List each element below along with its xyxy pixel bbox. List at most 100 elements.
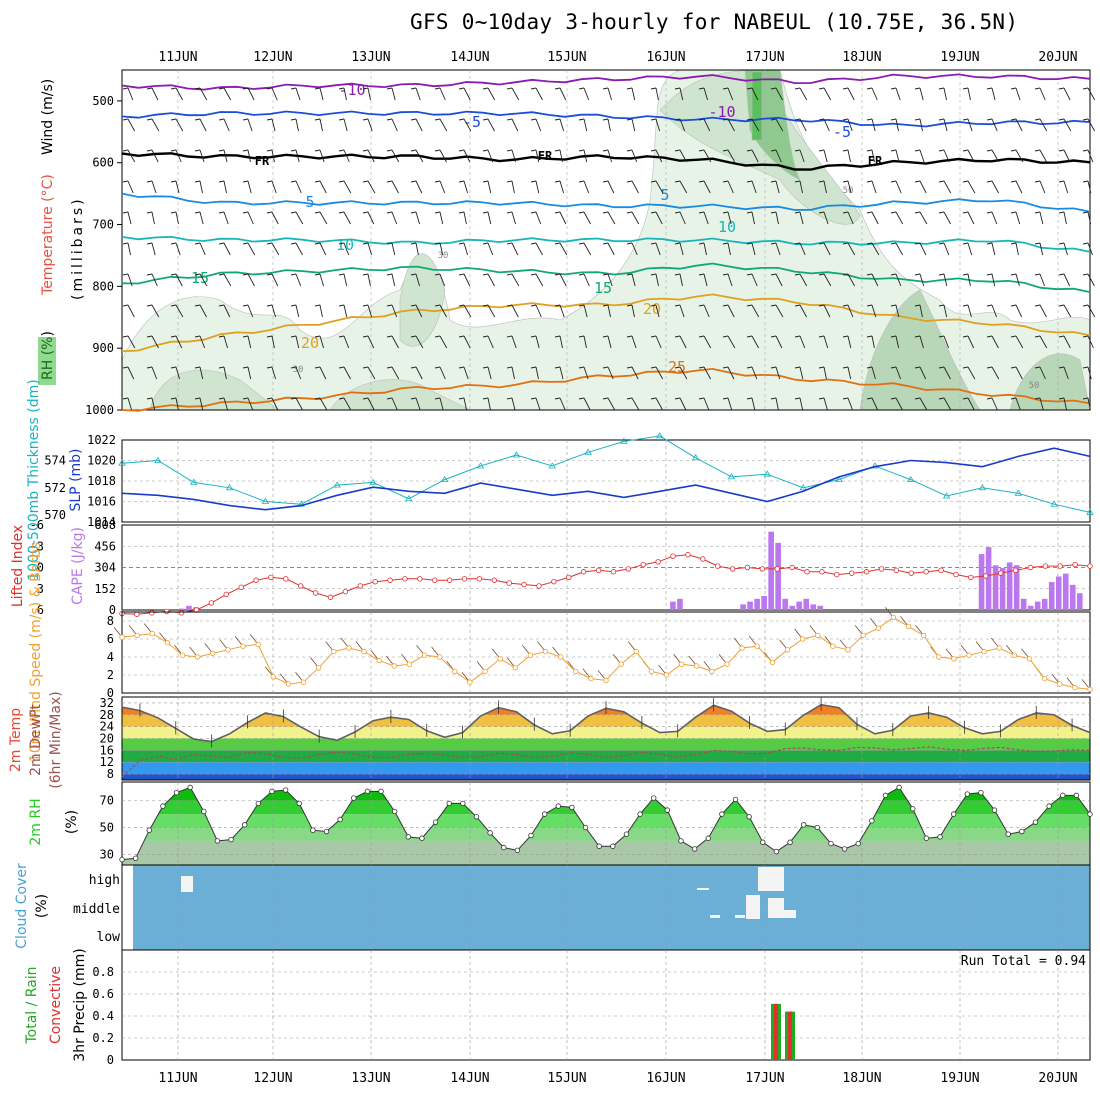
- wind-barb: [655, 118, 661, 132]
- cape-bar: [761, 596, 767, 610]
- wind-barb: [319, 397, 328, 411]
- wind-barb-flag: [986, 397, 993, 400]
- wind-barb-flag: [722, 180, 729, 183]
- wind-barb: [1063, 366, 1069, 380]
- thickness-marker: [727, 473, 736, 480]
- wind-barb: [823, 211, 829, 225]
- wind-barb: [343, 211, 351, 225]
- wind-barb: [919, 366, 927, 380]
- wind-barb: [631, 397, 640, 411]
- wind-barb-flag: [1082, 366, 1089, 369]
- wind-barb-flag: [986, 211, 993, 214]
- wind-barb: [535, 304, 542, 318]
- wind-barb: [631, 87, 636, 101]
- thickness-marker: [1086, 508, 1094, 515]
- rh-marker: [323, 828, 330, 835]
- wind-barb-flag: [986, 335, 993, 338]
- wind-barb: [535, 118, 542, 132]
- wind-barb: [535, 366, 539, 380]
- rh-marker: [405, 834, 412, 840]
- li-marker: [759, 566, 766, 572]
- wind-barb: [319, 211, 328, 225]
- wind-barb: [583, 211, 591, 225]
- wind-barb-flag: [1082, 335, 1089, 338]
- wind-barb-flag: [122, 366, 129, 369]
- isotherm-line: [121, 293, 1091, 353]
- wind-barb: [415, 273, 421, 287]
- y-tick-label: 700: [92, 218, 114, 232]
- wind-barb-flag: [1082, 242, 1089, 245]
- wind-barb: [943, 211, 951, 225]
- wind-barb-flag: [146, 118, 153, 121]
- thickness-marker: [620, 437, 628, 444]
- li-marker: [670, 553, 676, 559]
- wind-barb: [439, 118, 448, 132]
- wind-barb: [607, 366, 614, 380]
- y-tick-label: 1000: [85, 403, 114, 417]
- rh-marker: [800, 822, 807, 828]
- rh-marker: [310, 827, 316, 833]
- upper-frame: [121, 69, 1091, 411]
- wind-barb: [1039, 149, 1047, 163]
- wind-barb: [991, 180, 999, 194]
- wind-barb-flag: [650, 304, 657, 307]
- rh-marker: [337, 816, 343, 823]
- wind-barb: [895, 273, 902, 287]
- wind-barb-flag: [1010, 242, 1017, 245]
- wind-barb-flag: [458, 211, 465, 214]
- wind-barb-flag: [602, 366, 609, 369]
- wind-barb: [415, 397, 421, 411]
- wind10-marker: [694, 663, 700, 669]
- wind-barb: [679, 335, 687, 349]
- wind-barb: [607, 335, 612, 349]
- wind-barb-flag: [146, 87, 153, 90]
- wind-barb: [439, 335, 448, 349]
- wind10-marker: [210, 650, 216, 657]
- wind10-marker: [376, 657, 382, 664]
- wind-barb: [415, 211, 420, 225]
- cape-bar: [1027, 605, 1034, 610]
- wind-barb-flag: [770, 335, 777, 338]
- wind-barb: [607, 242, 615, 256]
- wind-barb-flag: [1058, 366, 1065, 369]
- wind10-marker: [406, 661, 413, 667]
- wind-barb: [919, 273, 925, 287]
- wind10-marker: [739, 645, 745, 651]
- wind-barb: [1039, 87, 1046, 101]
- temp-band: [122, 774, 1090, 780]
- wind-barb: [415, 304, 423, 318]
- rh-marker: [910, 806, 916, 812]
- wind-barb-flag: [698, 366, 705, 369]
- rh-marker: [978, 790, 984, 796]
- wind-barb: [727, 366, 735, 380]
- wind-barb: [703, 211, 709, 225]
- wind-barb: [199, 149, 205, 163]
- wind-barb-flag: [674, 273, 681, 276]
- rh-blob: [399, 253, 446, 347]
- li-marker: [700, 556, 706, 562]
- wind-barb-flag: [386, 87, 393, 90]
- wind-barb-flag: [1010, 118, 1017, 121]
- wind-barb-flag: [1010, 397, 1017, 400]
- wind10-marker: [1087, 686, 1093, 693]
- wind-barb-flag: [866, 366, 873, 369]
- wind-barb-flag: [122, 335, 129, 338]
- wind-barb: [559, 242, 568, 256]
- wind-barb-flag: [986, 180, 993, 183]
- wind-barb-flag: [554, 242, 561, 245]
- wind-barb-flag: [1082, 87, 1089, 90]
- wind-barb: [847, 149, 851, 163]
- wind-barb-flag: [770, 211, 777, 214]
- rh-marker: [950, 811, 957, 817]
- wind-barb: [175, 304, 184, 318]
- wind-barb-flag: [170, 149, 177, 152]
- wind-barb-flag: [866, 211, 873, 214]
- wind-barb: [1063, 211, 1067, 225]
- wind-barb-flag: [338, 149, 345, 152]
- wind-barb-flag: [1010, 335, 1017, 338]
- wind10-marker: [300, 679, 307, 685]
- rh-marker: [651, 795, 657, 801]
- wind-barb: [799, 273, 808, 287]
- wind-barb: [775, 87, 783, 101]
- wind-frame: [121, 611, 1091, 694]
